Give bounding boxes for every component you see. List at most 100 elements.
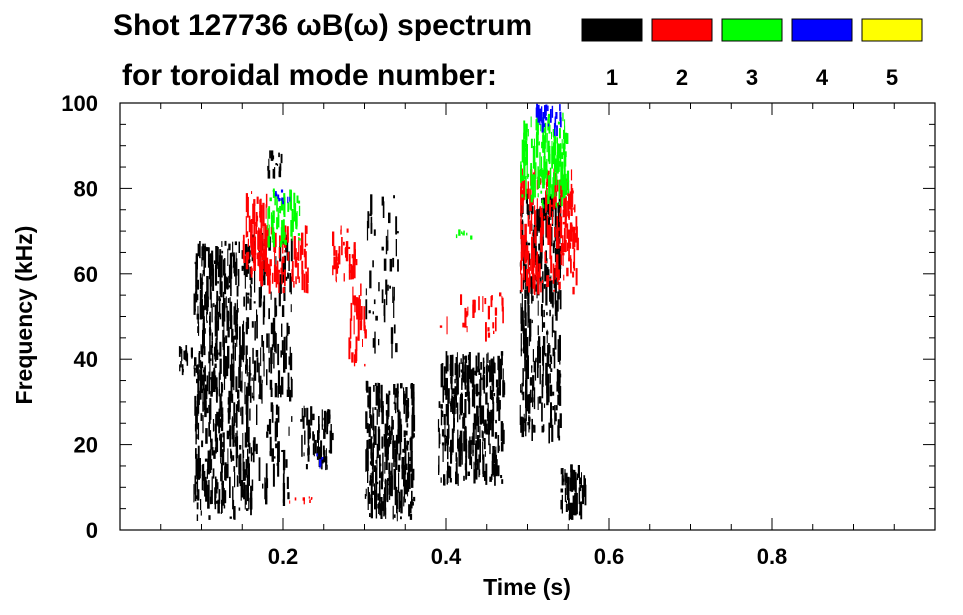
spectrum-streak xyxy=(395,388,398,398)
spectrum-streak xyxy=(320,440,323,461)
spectrum-streak xyxy=(366,381,369,393)
spectrum-streak xyxy=(543,179,546,186)
spectrum-streak xyxy=(531,319,533,324)
spectrum-streak xyxy=(202,463,205,481)
spectrum-streak xyxy=(568,257,571,262)
spectrum-streak xyxy=(211,447,214,456)
spectrum-streak xyxy=(369,475,372,484)
spectrum-streak xyxy=(391,336,393,359)
spectrum-streak xyxy=(498,368,501,387)
spectrum-streak xyxy=(479,469,481,475)
spectrum-streak xyxy=(247,317,250,329)
spectrum-streak xyxy=(281,323,283,337)
spectrum-streak xyxy=(245,484,247,505)
spectrum-streak xyxy=(555,202,558,208)
spectrum-streak xyxy=(203,346,206,356)
spectrum-streak xyxy=(399,433,402,455)
spectrum-streak xyxy=(366,423,369,434)
spectrum-streak xyxy=(235,432,237,445)
spectrum-streak xyxy=(244,381,246,405)
spectrum-streak xyxy=(211,476,213,494)
spectrum-streak xyxy=(194,489,197,492)
spectrum-streak xyxy=(537,300,539,316)
spectrum-streak xyxy=(185,351,188,362)
spectrum-streak xyxy=(253,301,256,304)
spectrum-streak xyxy=(207,461,209,472)
spectrum-streak xyxy=(383,487,386,502)
spectrum-streak xyxy=(396,231,399,234)
spectrum-streak xyxy=(547,105,549,111)
y-tick-label: 40 xyxy=(74,347,98,372)
spectrum-streak xyxy=(527,176,529,179)
spectrum-streak xyxy=(277,406,280,423)
spectrum-streak xyxy=(544,251,547,263)
spectrum-streak xyxy=(399,411,401,424)
spectrum-streak xyxy=(466,373,470,395)
spectrum-streak xyxy=(202,329,204,349)
spectrum-streak xyxy=(458,229,461,236)
spectrum-streak xyxy=(456,463,458,476)
spectrum-streak xyxy=(343,241,345,246)
mode-1-region xyxy=(364,380,416,522)
spectrum-streak xyxy=(532,255,535,271)
spectrum-streak xyxy=(526,188,529,194)
spectrum-streak xyxy=(383,258,387,271)
spectrum-streak xyxy=(246,231,249,238)
spectrum-streak xyxy=(549,199,552,213)
spectrum-streak xyxy=(201,246,203,257)
spectrum-streak xyxy=(207,487,209,495)
spectrum-streak xyxy=(303,248,306,258)
spectrum-streak xyxy=(218,298,221,302)
spectrum-streak xyxy=(443,474,446,486)
spectrum-streak xyxy=(393,514,396,518)
spectrum-streak xyxy=(529,199,532,212)
spectrum-streak xyxy=(581,485,584,499)
spectrum-streak xyxy=(463,423,465,429)
spectrum-streak xyxy=(543,204,545,209)
spectrum-streak xyxy=(307,448,309,456)
spectrum-streak xyxy=(272,317,276,335)
spectrum-streak xyxy=(543,169,545,189)
spectrum-streak xyxy=(249,385,252,403)
spectrum-streak xyxy=(556,267,558,272)
spectrum-streak xyxy=(282,200,284,205)
spectrum-streak xyxy=(265,235,267,259)
spectrum-streak xyxy=(235,309,238,327)
spectrum-streak xyxy=(441,410,444,417)
chart-title-line1: Shot 127736 ωB(ω) spectrum xyxy=(113,9,532,42)
spectrum-streak xyxy=(551,211,554,224)
spectrum-streak xyxy=(185,345,188,354)
spectrum-streak xyxy=(474,423,476,430)
spectrum-streak xyxy=(343,273,345,282)
spectrum-streak xyxy=(269,150,271,159)
spectrum-streak xyxy=(567,476,570,485)
spectrum-streak xyxy=(201,274,203,298)
spectrum-streak xyxy=(476,440,480,450)
spectrum-streak xyxy=(367,462,369,483)
spectrum-streak xyxy=(391,473,393,494)
spectrum-streak xyxy=(224,299,226,322)
spectrum-streak xyxy=(242,489,245,498)
spectrum-streak xyxy=(494,471,496,486)
spectrum-streak xyxy=(394,486,398,506)
spectrum-streak xyxy=(319,454,322,462)
spectrum-streak xyxy=(240,480,244,498)
spectrum-streak xyxy=(372,311,374,315)
spectrum-streak xyxy=(210,377,213,382)
spectrum-streak xyxy=(441,442,445,446)
spectrum-streak xyxy=(561,152,564,159)
spectrum-streak xyxy=(206,276,209,299)
spectrum-streak xyxy=(278,273,280,293)
spectrum-streak xyxy=(526,282,529,296)
spectrum-streak xyxy=(274,275,276,279)
spectrum-streak xyxy=(378,282,380,292)
spectrum-streak xyxy=(556,125,558,137)
spectrum-streak xyxy=(552,129,554,137)
spectrum-streak xyxy=(543,123,546,128)
spectrum-streak xyxy=(527,173,530,178)
spectrum-streak xyxy=(255,443,258,454)
spectrum-streak xyxy=(358,299,361,321)
spectrum-streak xyxy=(560,243,563,254)
spectrum-streak xyxy=(225,296,227,308)
spectrum-streak xyxy=(403,387,405,405)
